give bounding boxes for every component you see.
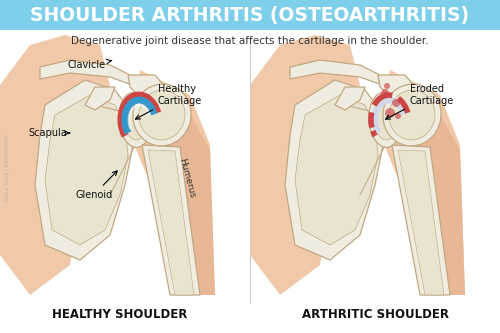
Ellipse shape bbox=[124, 100, 146, 140]
Text: SHOULDER ARTHRITIS (OSTEOARTHRITIS): SHOULDER ARTHRITIS (OSTEOARTHRITIS) bbox=[30, 6, 469, 25]
Polygon shape bbox=[0, 35, 110, 295]
Text: Healthy
Cartilage: Healthy Cartilage bbox=[136, 84, 202, 119]
Polygon shape bbox=[35, 80, 135, 260]
Polygon shape bbox=[392, 145, 450, 295]
Text: Glenoid: Glenoid bbox=[75, 171, 117, 200]
Ellipse shape bbox=[392, 99, 400, 107]
Ellipse shape bbox=[384, 83, 390, 89]
Polygon shape bbox=[142, 145, 200, 295]
Text: Clavicle: Clavicle bbox=[68, 59, 112, 70]
Polygon shape bbox=[335, 87, 365, 110]
Polygon shape bbox=[45, 95, 128, 245]
Ellipse shape bbox=[133, 84, 191, 146]
Polygon shape bbox=[130, 70, 215, 295]
Polygon shape bbox=[398, 150, 444, 295]
Polygon shape bbox=[40, 60, 132, 85]
Polygon shape bbox=[380, 70, 465, 295]
Text: Adobe Stock | #818549036: Adobe Stock | #818549036 bbox=[4, 134, 10, 202]
Text: Humerus: Humerus bbox=[178, 157, 197, 199]
Ellipse shape bbox=[139, 90, 185, 140]
Polygon shape bbox=[250, 35, 360, 295]
Text: Eroded
Cartilage: Eroded Cartilage bbox=[386, 84, 454, 119]
Polygon shape bbox=[85, 87, 115, 110]
Bar bbox=[0, 0, 500, 30]
Text: ARTHRITIC SHOULDER: ARTHRITIC SHOULDER bbox=[302, 308, 448, 321]
Polygon shape bbox=[285, 80, 385, 260]
Polygon shape bbox=[165, 105, 215, 295]
Ellipse shape bbox=[381, 89, 389, 97]
Text: Degenerative joint disease that affects the cartilage in the shoulder.: Degenerative joint disease that affects … bbox=[72, 36, 429, 46]
Text: HEALTHY SHOULDER: HEALTHY SHOULDER bbox=[52, 308, 188, 321]
Polygon shape bbox=[415, 105, 465, 295]
Ellipse shape bbox=[385, 108, 395, 118]
Polygon shape bbox=[295, 95, 378, 245]
Polygon shape bbox=[148, 150, 194, 295]
Polygon shape bbox=[290, 60, 382, 85]
Ellipse shape bbox=[383, 84, 441, 146]
Ellipse shape bbox=[374, 100, 396, 140]
Text: Scapula: Scapula bbox=[28, 128, 70, 138]
Ellipse shape bbox=[395, 113, 401, 119]
Ellipse shape bbox=[389, 90, 435, 140]
Ellipse shape bbox=[369, 93, 401, 148]
Polygon shape bbox=[128, 75, 165, 100]
Ellipse shape bbox=[119, 93, 151, 148]
Polygon shape bbox=[378, 75, 415, 100]
